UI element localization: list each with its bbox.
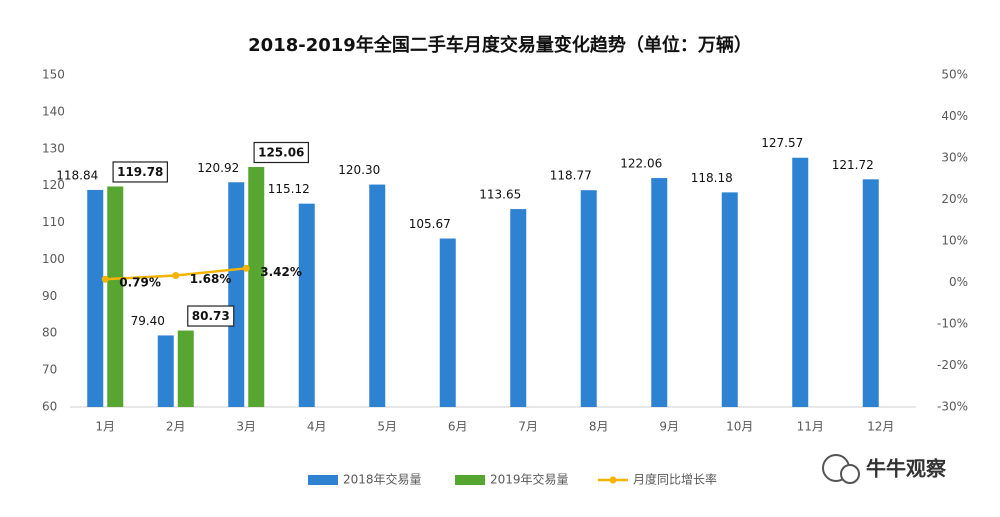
- y-tick-label: 100: [42, 252, 65, 266]
- y-tick-label: 110: [42, 215, 65, 229]
- y2-tick-label: -30%: [937, 400, 968, 414]
- data-label: 120.92: [197, 161, 239, 175]
- y2-tick-label: 0%: [949, 275, 968, 289]
- bar: [439, 238, 456, 407]
- data-label: 119.78: [117, 165, 163, 179]
- legend-label: 月度同比增长率: [633, 472, 717, 487]
- bar: [177, 330, 194, 407]
- data-label: 118.77: [550, 169, 592, 183]
- bar: [651, 178, 668, 407]
- data-label: 1.68%: [190, 272, 232, 286]
- data-label: 3.42%: [260, 265, 302, 279]
- y-tick-label: 120: [42, 178, 65, 192]
- y-tick-label: 140: [42, 104, 65, 118]
- y2-tick-label: -10%: [937, 317, 968, 331]
- watermark-icon: [840, 464, 860, 484]
- bar: [157, 335, 174, 407]
- bar: [369, 184, 386, 407]
- bar: [721, 192, 738, 407]
- y2-tick-label: 20%: [941, 192, 968, 206]
- data-label: 115.12: [268, 182, 310, 196]
- data-label: 80.73: [192, 309, 230, 323]
- line-point: [101, 275, 109, 283]
- data-label: 125.06: [258, 146, 304, 160]
- y-tick-label: 70: [42, 363, 57, 377]
- bar: [580, 190, 597, 407]
- y2-tick-label: 10%: [941, 234, 968, 248]
- line-point: [242, 264, 250, 272]
- x-tick-label: 10月: [726, 420, 753, 434]
- data-label: 122.06: [620, 157, 662, 171]
- y-tick-label: 80: [42, 326, 57, 340]
- data-label: 79.40: [131, 314, 165, 328]
- x-tick-label: 6月: [448, 420, 468, 434]
- legend-label: 2019年交易量: [490, 472, 569, 487]
- data-label: 118.84: [56, 168, 98, 182]
- data-label: 118.18: [691, 171, 733, 185]
- x-tick-label: 11月: [797, 420, 824, 434]
- data-label: 105.67: [409, 217, 451, 231]
- data-label-box: [187, 305, 235, 327]
- x-tick-label: 4月: [307, 420, 327, 434]
- y-tick-label: 60: [42, 400, 57, 414]
- y-tick-label: 90: [42, 289, 57, 303]
- x-tick-label: 9月: [659, 420, 679, 434]
- bar: [862, 179, 879, 407]
- data-label-box: [112, 161, 169, 183]
- x-tick-label: 5月: [377, 420, 397, 434]
- bar: [298, 203, 315, 407]
- y-tick-label: 150: [42, 68, 65, 82]
- bar: [510, 209, 527, 407]
- x-tick-label: 7月: [518, 420, 538, 434]
- line-point: [172, 272, 180, 280]
- data-label: 113.65: [479, 188, 521, 202]
- watermark: 牛牛观察: [822, 454, 947, 484]
- data-label: 127.57: [761, 136, 803, 150]
- x-tick-label: 2月: [166, 420, 186, 434]
- x-tick-label: 8月: [589, 420, 609, 434]
- y2-tick-label: 50%: [941, 68, 968, 82]
- y-tick-label: 130: [42, 141, 65, 155]
- x-tick-label: 12月: [867, 420, 894, 434]
- bar: [87, 189, 104, 407]
- legend-swatch: [308, 475, 338, 485]
- bar: [228, 182, 245, 407]
- x-tick-label: 3月: [236, 420, 256, 434]
- legend-swatch: [609, 476, 617, 484]
- y2-tick-label: 40%: [941, 109, 968, 123]
- y2-tick-label: -20%: [937, 358, 968, 372]
- data-label: 0.79%: [119, 276, 161, 290]
- bar: [107, 186, 124, 407]
- data-label-box: [253, 141, 310, 164]
- watermark-text: 牛牛观察: [866, 457, 947, 481]
- x-tick-label: 1月: [95, 420, 115, 434]
- y2-tick-label: 30%: [941, 151, 968, 165]
- chart-title: 2018-2019年全国二手车月度交易量变化趋势（单位：万辆）: [248, 34, 752, 56]
- legend-swatch: [455, 475, 485, 485]
- data-label: 120.30: [338, 163, 380, 177]
- data-label: 121.72: [832, 158, 874, 172]
- bar: [792, 157, 809, 407]
- bar: [248, 167, 265, 407]
- legend-label: 2018年交易量: [343, 472, 422, 487]
